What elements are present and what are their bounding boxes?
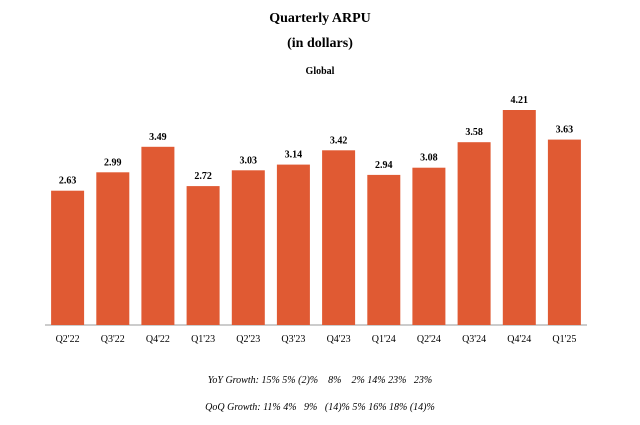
tick-label-5: Q3'23 — [281, 334, 305, 345]
tick-label-0: Q2'22 — [56, 334, 80, 345]
tick-label-6: Q4'23 — [327, 334, 351, 345]
value-label-6: 3.42 — [330, 135, 348, 146]
value-label-1: 2.99 — [104, 157, 122, 168]
tick-label-4: Q2'23 — [236, 334, 260, 345]
chart-region: Global — [305, 66, 335, 77]
bar-11 — [547, 139, 581, 325]
value-label-5: 3.14 — [285, 150, 303, 161]
bar-10 — [502, 110, 536, 325]
value-label-0: 2.63 — [59, 176, 77, 187]
value-label-8: 3.08 — [420, 153, 438, 164]
bar-7 — [367, 174, 401, 325]
bar-8 — [412, 167, 446, 325]
bar-6 — [322, 150, 356, 325]
value-label-10: 4.21 — [511, 95, 529, 106]
bar-0 — [51, 190, 85, 325]
tick-label-7: Q1'24 — [372, 334, 396, 345]
tick-label-3: Q1'23 — [191, 334, 215, 345]
chart-units: (in dollars) — [287, 36, 353, 51]
value-label-7: 2.94 — [375, 160, 393, 171]
bar-5 — [276, 164, 310, 325]
tick-label-2: Q4'22 — [146, 334, 170, 345]
yoy-growth-text: YoY Growth: 15% 5% (2)% 8% 2% 14% 23% 23… — [207, 375, 433, 386]
tick-label-9: Q3'24 — [462, 334, 486, 345]
tick-label-8: Q2'24 — [417, 334, 441, 345]
bar-2 — [141, 146, 175, 325]
chart-title: Quarterly ARPU — [269, 11, 371, 26]
tick-label-11: Q1'25 — [552, 334, 576, 345]
value-label-2: 3.49 — [149, 132, 167, 143]
bar-9 — [457, 142, 491, 325]
bar-1 — [96, 172, 130, 325]
value-label-3: 2.72 — [194, 171, 212, 182]
tick-label-10: Q4'24 — [507, 334, 531, 345]
bar-4 — [231, 170, 265, 325]
value-label-9: 3.58 — [465, 127, 483, 138]
bar-3 — [186, 186, 220, 325]
value-label-4: 3.03 — [240, 155, 258, 166]
value-label-11: 3.63 — [556, 125, 574, 136]
tick-label-1: Q3'22 — [101, 334, 125, 345]
qoq-growth-text: QoQ Growth: 11% 4% 9% (14)% 5% 16% 18% (… — [205, 402, 435, 413]
